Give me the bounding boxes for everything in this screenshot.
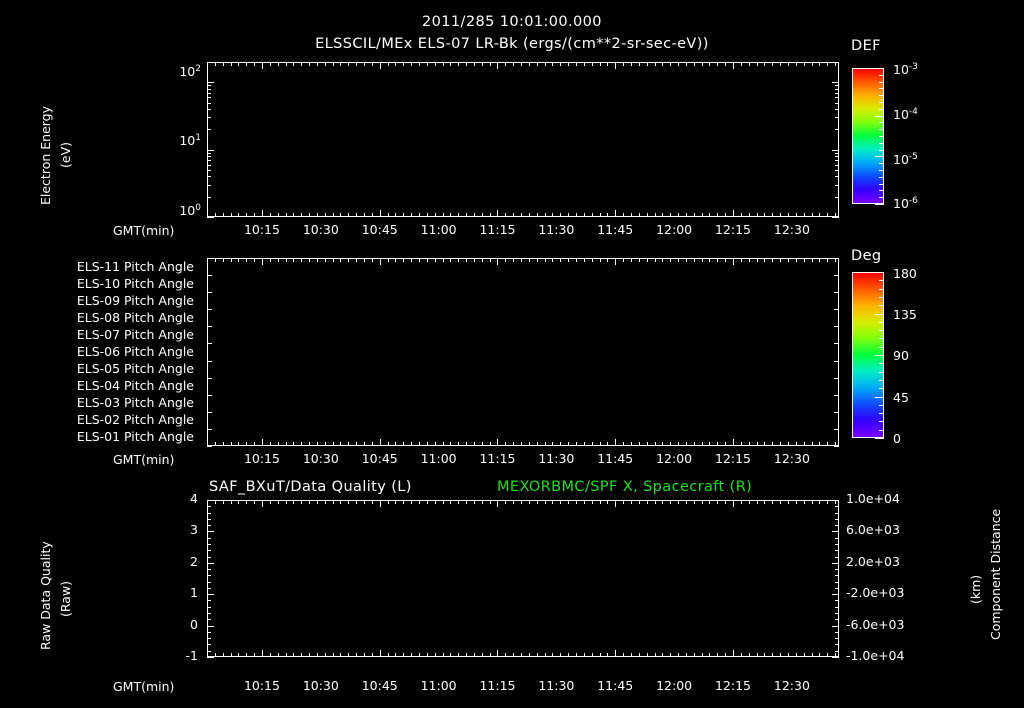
- pitch-angle-row-label: ELS-01 Pitch Angle: [76, 429, 194, 445]
- xtick-label: 11:30: [538, 451, 575, 466]
- ytick-left-label: 0: [190, 616, 198, 632]
- panel-bot-title-right: MEXORBMC/SPF X, Spacecraft (R): [497, 479, 753, 495]
- panel-bot-ylabel-line2: (Raw): [58, 580, 73, 617]
- panel-mid-xtick-labels: 10:15 10:30 10:45 11:00 11:15 11:30 11:45 12:00…: [207, 451, 839, 469]
- xtick-label: 10:45: [361, 451, 398, 466]
- panel-bot: [207, 500, 839, 658]
- pitch-angle-row-label: ELS-10 Pitch Angle: [76, 275, 194, 291]
- def-colorbar-title: DEF: [851, 38, 881, 54]
- xtick-label: 10:15: [243, 222, 280, 237]
- panel-top-ticks: [207, 62, 839, 218]
- xtick-label: 10:45: [361, 222, 398, 237]
- xtick-label: 11:45: [597, 678, 634, 693]
- xtick-label: 11:00: [420, 222, 457, 237]
- panel-bot-ylabel-line1: Raw Data Quality: [38, 541, 53, 650]
- xtick-label: 10:45: [361, 678, 398, 693]
- pitch-angle-row-label: ELS-03 Pitch Angle: [76, 395, 194, 411]
- xtick-label: 11:00: [420, 451, 457, 466]
- ytick-left-label: 2: [190, 553, 198, 569]
- panel-top-ylabel-line1: Electron Energy: [38, 105, 53, 205]
- xtick-label: 10:15: [243, 678, 280, 693]
- xtick-label: 11:15: [479, 451, 516, 466]
- xtick-label: 11:15: [479, 678, 516, 693]
- ytick-right-label: -2.0e+03: [846, 585, 905, 601]
- panel-top-frame: [207, 62, 839, 217]
- panel-mid: [207, 258, 839, 447]
- xtick-label: 11:45: [597, 451, 634, 466]
- xtick-label: 12:15: [714, 451, 752, 466]
- pitch-angle-row-label: ELS-09 Pitch Angle: [76, 292, 194, 308]
- ytick-left-label: -1: [185, 648, 198, 663]
- xtick-label: 12:30: [773, 678, 810, 693]
- ytick-left-label: 3: [190, 522, 198, 538]
- panel-bot-ticks: [207, 500, 839, 658]
- pitch-angle-row-label: ELS-02 Pitch Angle: [76, 412, 194, 428]
- xtick-label: 12:15: [714, 222, 752, 237]
- ytick-right-label: 1.0e+04: [846, 491, 900, 506]
- xtick-label: 10:30: [302, 222, 339, 237]
- xtick-label: 11:30: [538, 678, 575, 693]
- xtick-label: 10:30: [302, 678, 339, 693]
- ytick-left-label: 1: [190, 585, 198, 601]
- xtick-label: 11:30: [538, 222, 575, 237]
- panel-top-xlabel: GMT(min): [113, 223, 175, 238]
- header-timestamp: 2011/285 10:01:00.000: [422, 14, 602, 30]
- def-colorbar-label-0: 10-3: [893, 62, 918, 78]
- panel-top-ytick-1: 101: [179, 133, 201, 149]
- panel-bot-xlabel: GMT(min): [113, 679, 175, 694]
- xtick-label: 12:00: [656, 451, 693, 466]
- pitch-angle-row-label: ELS-05 Pitch Angle: [76, 361, 194, 377]
- xtick-label: 12:00: [656, 222, 693, 237]
- xtick-label: 12:00: [656, 678, 693, 693]
- panel-bot-xtick-labels: 10:15 10:30 10:45 11:00 11:15 11:30 11:45 12:00…: [207, 678, 839, 696]
- panel-mid-ticks: [207, 258, 839, 447]
- pitch-angle-row-label: ELS-06 Pitch Angle: [76, 344, 194, 359]
- panel-mid-frame: [207, 258, 839, 446]
- panel-bot-title-left: SAF_BXuT/Data Quality (L): [209, 479, 412, 495]
- pitch-angle-row-label: ELS-07 Pitch Angle: [76, 326, 194, 342]
- xtick-label: 11:45: [597, 222, 634, 237]
- xtick-label: 11:15: [479, 222, 516, 237]
- ytick-right-label: 2.0e+03: [846, 553, 900, 569]
- panel-top-xtick-labels: 10:15 10:30 10:45 11:00 11:15 11:30 11:45 12:00…: [207, 222, 839, 240]
- xtick-label: 10:15: [243, 451, 280, 466]
- panel-mid-row-labels: ELS-11 Pitch Angle ELS-10 Pitch Angle ELS-…: [40, 258, 200, 446]
- ytick-right-label: -6.0e+03: [846, 616, 905, 632]
- def-colorbar-label-2: 10-5: [893, 152, 918, 168]
- pitch-angle-row-label: ELS-08 Pitch Angle: [76, 309, 194, 325]
- deg-colorbar-label-2: 90: [893, 348, 909, 363]
- panel-bot-ytick-right: 1.0e+04 6.0e+03 2.0e+03 -2.0e+03 -6.0e+03 -1.…: [846, 491, 926, 663]
- panel-top-ylabel-line2: (eV): [58, 142, 73, 168]
- deg-colorbar-label-3: 45: [893, 390, 909, 405]
- def-colorbar-label-1: 10-4: [893, 107, 918, 123]
- ytick-right-label: -1.0e+04: [846, 648, 905, 663]
- xtick-label: 11:00: [420, 678, 457, 693]
- def-colorbar-ticks: [852, 68, 884, 205]
- panel-top-ytick-2: 100: [179, 203, 201, 219]
- panel-bot-ylabel-right-line1: Component Distance: [988, 508, 1003, 640]
- deg-colorbar-ticks: [852, 272, 884, 439]
- deg-colorbar-label-0: 180: [893, 266, 917, 281]
- deg-colorbar-label-1: 135: [893, 307, 917, 322]
- panel-bot-ytick-left: 4 3 2 1 0 -1: [160, 491, 202, 663]
- xtick-label: 12:30: [773, 451, 810, 466]
- panel-mid-xlabel: GMT(min): [113, 452, 175, 467]
- panel-top-ytick-0: 102: [179, 64, 201, 80]
- panel-bot-ylabel-right-line2: (km): [968, 574, 983, 604]
- def-colorbar-label-3: 10-6: [893, 196, 918, 212]
- deg-colorbar-label-4: 0: [893, 431, 901, 446]
- ytick-right-label: 6.0e+03: [846, 522, 900, 538]
- panel-top: [207, 62, 839, 218]
- header-dataset-line: ELSSCIL/MEx ELS-07 LR-Bk (ergs/(cm**2-sr…: [315, 36, 709, 52]
- xtick-label: 12:30: [773, 222, 810, 237]
- deg-colorbar-title: Deg: [851, 248, 882, 264]
- pitch-angle-row-label: ELS-04 Pitch Angle: [76, 378, 194, 394]
- ytick-left-label: 4: [190, 491, 198, 506]
- panel-bot-frame: [207, 500, 839, 657]
- xtick-label: 12:15: [714, 678, 752, 693]
- xtick-label: 10:30: [302, 451, 339, 466]
- pitch-angle-row-label: ELS-11 Pitch Angle: [76, 258, 194, 274]
